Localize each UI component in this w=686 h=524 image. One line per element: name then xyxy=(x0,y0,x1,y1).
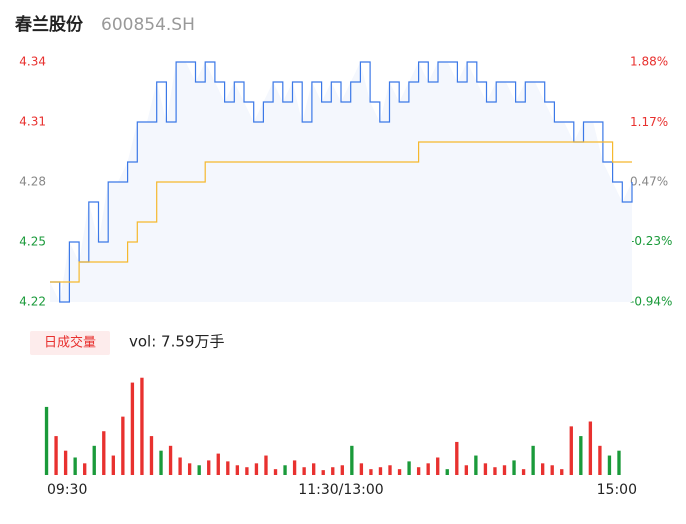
volume-bar xyxy=(416,467,421,475)
volume-bar xyxy=(149,436,154,475)
volume-bar xyxy=(197,465,201,475)
volume-bar xyxy=(235,465,240,475)
volume-bar xyxy=(331,467,335,475)
volume-bar xyxy=(321,470,325,475)
y2-tick-label: -0.23% xyxy=(630,234,672,248)
volume-bar xyxy=(388,465,392,475)
volume-bar xyxy=(140,377,144,475)
volume-bar xyxy=(312,463,316,475)
volume-bar xyxy=(483,463,488,475)
volume-bar xyxy=(340,465,344,475)
volume-bar xyxy=(207,460,211,475)
volume-bar xyxy=(178,457,182,475)
average-line xyxy=(50,141,632,283)
volume-bar xyxy=(245,467,249,475)
volume-bar xyxy=(283,465,287,475)
volume-bar xyxy=(569,426,573,475)
volume-bar xyxy=(264,455,268,475)
volume-annotation: vol: 7.59万手 xyxy=(129,333,224,351)
volume-bar xyxy=(426,463,430,475)
y-tick-label: 4.28 xyxy=(19,175,46,189)
volume-button[interactable]: 日成交量 xyxy=(44,335,96,351)
volume-bar xyxy=(44,406,49,475)
volume-bar xyxy=(464,465,469,475)
volume-bar xyxy=(378,467,383,475)
volume-bar xyxy=(474,455,478,475)
x-tick-label: 09:30 xyxy=(47,482,87,498)
stock-name: 春兰股份 xyxy=(15,14,84,35)
volume-bar xyxy=(216,453,220,475)
volume-bar xyxy=(159,450,163,475)
volume-bar xyxy=(226,461,230,475)
volume-button-bg[interactable] xyxy=(30,331,110,355)
y-tick-label: 4.22 xyxy=(19,295,46,309)
volume-bar xyxy=(121,416,125,475)
y2-tick-label: 1.17% xyxy=(630,115,668,129)
y2-tick-label: 1.88% xyxy=(630,55,668,69)
volume-bar xyxy=(502,465,507,475)
y-tick-label: 4.34 xyxy=(19,55,46,69)
volume-bar xyxy=(512,460,516,475)
y2-tick-label: 0.47% xyxy=(630,175,668,189)
volume-bar xyxy=(63,450,68,475)
volume-bar xyxy=(168,445,173,475)
x-tick-label: 11:30/13:00 xyxy=(298,482,383,498)
volume-bar xyxy=(302,467,306,475)
price-line xyxy=(50,61,633,303)
volume-bar xyxy=(292,460,297,475)
volume-bar xyxy=(436,457,440,475)
volume-bar xyxy=(521,469,526,475)
volume-bar xyxy=(359,463,364,475)
y-tick-label: 4.25 xyxy=(19,235,46,249)
volume-bar xyxy=(493,467,497,475)
x-tick-label: 15:00 xyxy=(597,482,637,498)
volume-bar xyxy=(598,445,602,475)
volume-bar xyxy=(111,455,115,475)
volume-bar xyxy=(617,450,621,475)
volume-bar xyxy=(130,382,135,475)
volume-bar xyxy=(540,463,545,475)
volume-bar xyxy=(588,421,593,475)
volume-bar xyxy=(187,463,192,475)
volume-bar xyxy=(560,469,564,475)
volume-bar xyxy=(445,469,449,475)
volume-bar xyxy=(455,441,459,475)
volume-bar xyxy=(369,469,373,475)
volume-bar xyxy=(397,469,402,475)
volume-bar xyxy=(92,445,96,475)
volume-bar xyxy=(531,445,535,475)
volume-bar xyxy=(54,436,58,475)
y2-tick-label: -0.94% xyxy=(630,295,672,309)
price-area xyxy=(50,62,632,302)
volume-bar xyxy=(273,469,278,475)
volume-bar xyxy=(579,436,583,475)
volume-bar xyxy=(407,461,411,475)
y-tick-label: 4.31 xyxy=(19,115,46,129)
volume-bar xyxy=(102,431,106,475)
volume-bar xyxy=(254,463,259,475)
volume-bar xyxy=(83,463,87,475)
volume-bar xyxy=(350,445,354,475)
volume-bar xyxy=(550,465,554,475)
volume-bar xyxy=(607,455,612,475)
volume-bar xyxy=(73,457,77,475)
stock-code: 600854.SH xyxy=(101,15,195,35)
